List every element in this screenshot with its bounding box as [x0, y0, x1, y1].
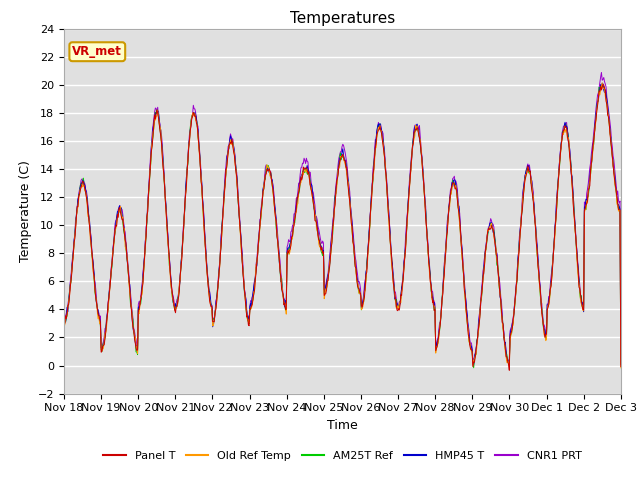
Legend: Panel T, Old Ref Temp, AM25T Ref, HMP45 T, CNR1 PRT: Panel T, Old Ref Temp, AM25T Ref, HMP45 …	[99, 446, 586, 466]
AM25T Ref	[127, 305, 135, 311]
HMP45 T	[60, 319, 68, 324]
Line: CNR1 PRT: CNR1 PRT	[64, 72, 621, 362]
AM25T Ref	[598, 83, 605, 89]
Panel T	[617, 363, 625, 369]
Old Ref Temp	[426, 277, 434, 283]
Old Ref Temp	[70, 241, 78, 247]
AM25T Ref	[470, 365, 477, 371]
AM25T Ref	[60, 320, 68, 325]
Y-axis label: Temperature (C): Temperature (C)	[19, 160, 32, 262]
Text: VR_met: VR_met	[72, 45, 122, 58]
HMP45 T	[410, 128, 418, 134]
Line: AM25T Ref: AM25T Ref	[64, 86, 621, 368]
Panel T	[70, 240, 78, 246]
CNR1 PRT	[598, 70, 605, 75]
HMP45 T	[70, 237, 78, 243]
HMP45 T	[598, 80, 606, 86]
AM25T Ref	[426, 272, 434, 277]
CNR1 PRT	[60, 316, 68, 322]
CNR1 PRT	[70, 239, 78, 245]
AM25T Ref	[214, 287, 221, 293]
Panel T	[426, 279, 434, 285]
Panel T	[127, 307, 135, 312]
CNR1 PRT	[426, 275, 434, 281]
Old Ref Temp	[214, 292, 221, 298]
HMP45 T	[184, 155, 192, 160]
Panel T	[410, 129, 418, 135]
Line: HMP45 T: HMP45 T	[64, 83, 621, 365]
HMP45 T	[426, 276, 434, 282]
Old Ref Temp	[410, 136, 418, 142]
AM25T Ref	[70, 240, 78, 245]
AM25T Ref	[617, 360, 625, 366]
Old Ref Temp	[184, 156, 192, 162]
Panel T	[214, 289, 221, 295]
CNR1 PRT	[410, 126, 418, 132]
AM25T Ref	[184, 161, 192, 167]
Title: Temperatures: Temperatures	[290, 11, 395, 26]
CNR1 PRT	[617, 356, 625, 361]
CNR1 PRT	[127, 302, 135, 308]
Old Ref Temp	[617, 365, 625, 371]
X-axis label: Time: Time	[327, 419, 358, 432]
Panel T	[599, 82, 607, 87]
HMP45 T	[214, 291, 221, 297]
CNR1 PRT	[214, 289, 221, 295]
Old Ref Temp	[60, 321, 68, 326]
AM25T Ref	[410, 133, 418, 139]
Line: Panel T: Panel T	[64, 84, 621, 370]
HMP45 T	[127, 306, 135, 312]
Old Ref Temp	[127, 306, 135, 312]
HMP45 T	[506, 362, 513, 368]
Panel T	[184, 158, 192, 164]
Panel T	[60, 320, 68, 325]
HMP45 T	[617, 361, 625, 367]
Line: Old Ref Temp: Old Ref Temp	[64, 83, 621, 368]
CNR1 PRT	[184, 153, 192, 158]
CNR1 PRT	[505, 359, 513, 365]
Old Ref Temp	[598, 80, 606, 86]
Panel T	[506, 367, 513, 373]
